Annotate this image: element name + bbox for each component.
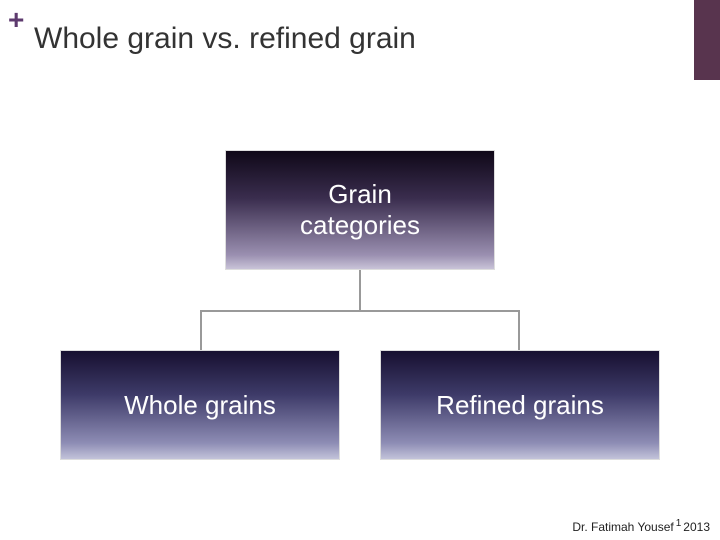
page-title: Whole grain vs. refined grain — [34, 22, 416, 56]
connector-right — [518, 310, 520, 350]
node-root: Grain categories — [225, 150, 495, 270]
connector-hbar — [200, 310, 520, 312]
node-refined-grains: Refined grains — [380, 350, 660, 460]
connector-stem — [359, 270, 361, 310]
node-refined-grains-label: Refined grains — [436, 390, 604, 421]
accent-block — [694, 0, 720, 80]
connector-left — [200, 310, 202, 350]
org-chart: Grain categories Whole grains Refined gr… — [0, 150, 720, 480]
node-root-label: Grain categories — [300, 179, 420, 241]
footer-author: Dr. Fatimah Yousef — [572, 520, 673, 534]
footer-year: 2013 — [683, 520, 710, 534]
node-whole-grains-label: Whole grains — [124, 390, 276, 421]
footer-page: 1 — [676, 518, 682, 529]
plus-icon: + — [8, 6, 24, 34]
footer: Dr. Fatimah Yousef12013 — [572, 518, 710, 534]
node-whole-grains: Whole grains — [60, 350, 340, 460]
